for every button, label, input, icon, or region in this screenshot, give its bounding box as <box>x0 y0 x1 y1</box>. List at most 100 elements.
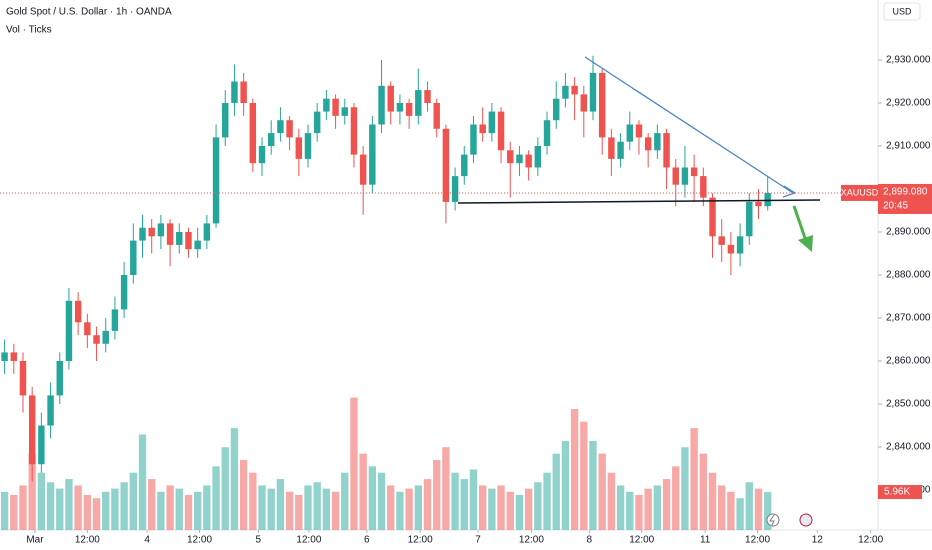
candle-body <box>690 167 698 177</box>
volume-value-label: 5.96K <box>884 487 910 498</box>
volume-bar <box>341 472 349 530</box>
volume-bar <box>120 482 128 530</box>
volume-bar <box>626 491 634 530</box>
volume-bar <box>56 488 64 530</box>
candle-body <box>240 81 247 103</box>
volume-bar <box>83 494 92 530</box>
volume-bar <box>534 482 542 530</box>
y-tick-label: 2,870.000 <box>886 313 931 324</box>
x-tick-label: 12:00 <box>187 535 212 546</box>
candle-body <box>553 98 560 121</box>
volume-bar <box>28 453 36 530</box>
volume-bar <box>598 453 606 530</box>
volume-bar <box>313 482 321 530</box>
candle-body <box>38 425 45 465</box>
candle-body <box>626 124 633 142</box>
x-tick-label: 8 <box>587 535 593 546</box>
volume-bar <box>497 485 505 530</box>
volume-bar <box>543 472 551 530</box>
volume-bar <box>65 479 73 530</box>
volume-bar <box>203 485 211 530</box>
volume-bar <box>718 485 726 530</box>
volume-bar <box>414 485 422 530</box>
x-tick-label: 12:00 <box>858 535 883 546</box>
candle-body <box>258 145 266 164</box>
volume-title: Vol · Ticks <box>6 25 52 36</box>
candle-body <box>746 201 753 237</box>
candle-body <box>148 227 155 237</box>
price-tag <box>878 183 932 214</box>
volume-bar <box>699 453 707 530</box>
volume-bar <box>552 453 560 530</box>
volume-bar <box>451 472 459 530</box>
candle-body <box>736 236 744 254</box>
volume-bar <box>10 494 18 530</box>
currency-button[interactable] <box>883 2 921 21</box>
candle-body <box>10 352 18 362</box>
candle-body <box>65 300 73 362</box>
volume-bar <box>184 494 193 530</box>
candle-body <box>589 72 597 112</box>
volume-bar <box>442 447 450 530</box>
candle-body <box>47 395 54 426</box>
candle-body <box>267 133 275 146</box>
chart-title: Gold Spot / U.S. Dollar · 1h · OANDA <box>6 7 172 18</box>
volume-bar <box>230 428 239 530</box>
flag-icon[interactable] <box>799 513 813 527</box>
candle-body <box>507 150 514 164</box>
x-tick-label: 12:00 <box>408 535 433 546</box>
candle-body <box>323 98 330 112</box>
volume-bar <box>166 485 174 530</box>
volume-bar <box>350 397 358 530</box>
x-tick-label: 11 <box>700 535 711 546</box>
candle-body <box>543 120 551 146</box>
candle-body <box>635 124 643 138</box>
volume-bar <box>138 434 147 530</box>
x-tick-label: 12:00 <box>296 535 321 546</box>
candle-body <box>497 111 505 151</box>
volume-bar <box>488 488 496 530</box>
candle-body <box>120 274 128 310</box>
y-tick-label: 2,920.000 <box>886 98 931 109</box>
candle-body <box>617 141 624 159</box>
event-icon[interactable] <box>766 513 780 527</box>
volume-bar <box>359 453 367 530</box>
candle-body <box>488 111 496 134</box>
candle-body <box>139 227 146 241</box>
candle-body <box>304 133 312 159</box>
x-tick-label: 7 <box>475 535 481 546</box>
y-tick-label: 2,880.000 <box>886 270 931 281</box>
volume-bar <box>175 488 183 530</box>
green-arrow-head <box>798 235 813 252</box>
candle-body <box>718 236 725 245</box>
candle-body <box>525 154 532 168</box>
volume-bar <box>708 472 717 530</box>
candle-body <box>185 231 192 250</box>
candle-body <box>644 137 652 151</box>
volume-bar <box>745 482 753 530</box>
candle-body <box>387 85 394 112</box>
candle-body <box>231 81 238 103</box>
volume-bar <box>258 485 266 530</box>
symbol-label: XAUUSD <box>841 187 879 197</box>
volume-bar <box>524 488 533 530</box>
volume-bar <box>0 491 9 530</box>
candle-body <box>111 309 119 331</box>
volume-bar <box>212 466 220 530</box>
x-tick-label: Mar <box>26 535 44 546</box>
candle-body <box>19 361 27 396</box>
candle-body <box>359 154 367 185</box>
candle-body <box>415 90 422 116</box>
currency[interactable]: USD <box>892 6 912 16</box>
volume-bar <box>331 491 340 530</box>
candle-body <box>341 107 348 116</box>
symbol-tag <box>841 184 878 201</box>
volume-bar <box>387 485 395 530</box>
x-tick-label: 12:00 <box>629 535 654 546</box>
volume-bar <box>74 485 82 530</box>
candle-body <box>755 201 762 207</box>
candle-body <box>74 300 82 323</box>
volume-bar <box>672 466 680 530</box>
volume-bar <box>19 485 27 530</box>
